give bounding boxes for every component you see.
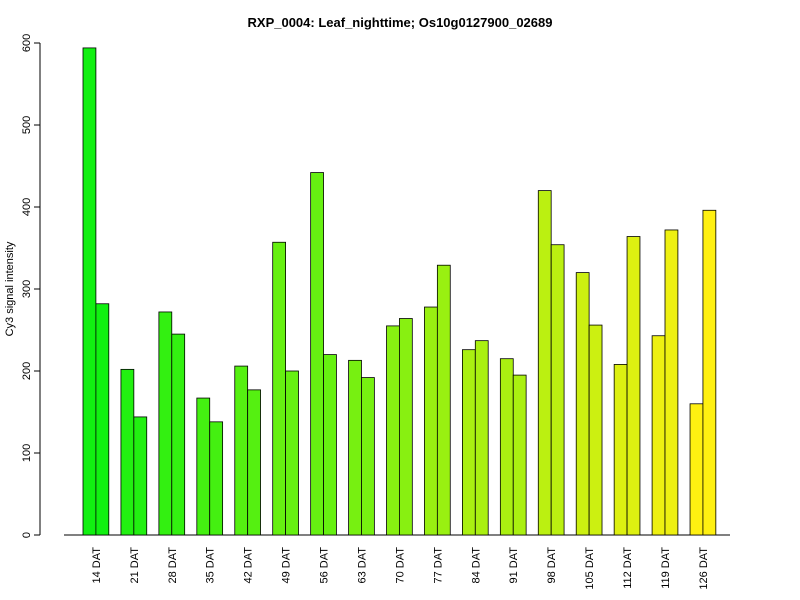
x-tick-label: 91 DAT <box>508 547 520 584</box>
y-tick-label: 0 <box>21 532 33 538</box>
bar <box>499 358 514 536</box>
x-tick-label: 21 DAT <box>129 547 141 584</box>
x-tick-label: 98 DAT <box>546 547 558 584</box>
bar <box>575 272 590 536</box>
x-tick-label: 63 DAT <box>356 547 368 584</box>
x-tick-label: 126 DAT <box>698 547 710 590</box>
bar <box>82 47 97 536</box>
bar <box>474 340 489 536</box>
bars-group <box>82 47 717 536</box>
x-tick-label: 42 DAT <box>243 547 255 584</box>
bar <box>386 325 400 536</box>
x-tick-label: 70 DAT <box>394 547 406 584</box>
bar <box>664 229 679 536</box>
bar <box>588 324 603 536</box>
bar <box>285 370 299 536</box>
bar <box>120 368 135 536</box>
bar <box>689 403 704 536</box>
bar <box>550 244 565 536</box>
x-tick-label: 28 DAT <box>167 547 179 584</box>
bar <box>234 365 249 536</box>
bar <box>348 359 362 536</box>
bar <box>512 374 527 536</box>
y-axis: 0 100 200 300 400 500 600 <box>21 34 41 538</box>
y-tick-label: 600 <box>21 34 33 52</box>
bar <box>95 303 110 536</box>
y-tick-label: 300 <box>21 280 33 298</box>
chart-title: RXP_0004: Leaf_nighttime; Os10g0127900_0… <box>248 15 553 30</box>
bar <box>158 311 173 536</box>
y-tick-label: 400 <box>21 198 33 216</box>
x-tick-label: 56 DAT <box>319 547 331 584</box>
bar <box>424 306 438 536</box>
x-tick-label: 77 DAT <box>432 547 444 584</box>
x-tick-label: 35 DAT <box>205 547 217 584</box>
x-tick-label: 49 DAT <box>281 547 293 584</box>
y-axis-label: Cy3 signal intensity <box>4 241 16 336</box>
x-tick-labels: 14 DAT 21 DAT 28 DAT 35 DAT 42 DAT 49 DAT 56 D… <box>91 547 710 590</box>
y-tick-label: 100 <box>21 444 33 462</box>
bar <box>209 421 224 536</box>
bar <box>272 241 287 536</box>
y-tick-label: 500 <box>21 116 33 134</box>
x-tick-label: 14 DAT <box>91 547 103 584</box>
bar <box>436 264 451 536</box>
bar <box>613 364 628 536</box>
bar <box>651 335 666 536</box>
bar <box>361 377 375 536</box>
bar <box>461 349 476 536</box>
bar <box>133 416 148 536</box>
bar <box>399 318 413 536</box>
bar <box>310 172 324 536</box>
bar <box>196 397 211 536</box>
x-tick-label: 105 DAT <box>584 547 596 590</box>
bar <box>247 389 261 536</box>
bar <box>537 190 552 536</box>
bar <box>626 236 641 536</box>
y-tick-label: 200 <box>21 362 33 380</box>
bar <box>171 333 186 536</box>
bar <box>702 209 717 536</box>
x-tick-label: 112 DAT <box>622 547 634 589</box>
bar <box>323 354 337 536</box>
x-tick-label: 84 DAT <box>470 547 482 584</box>
x-tick-label: 119 DAT <box>660 547 672 589</box>
